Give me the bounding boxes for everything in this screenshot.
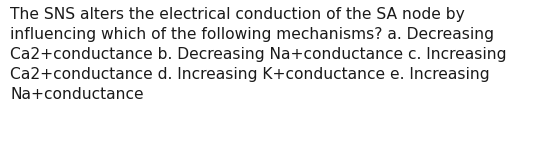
Text: The SNS alters the electrical conduction of the SA node by
influencing which of : The SNS alters the electrical conduction… [10, 7, 507, 102]
